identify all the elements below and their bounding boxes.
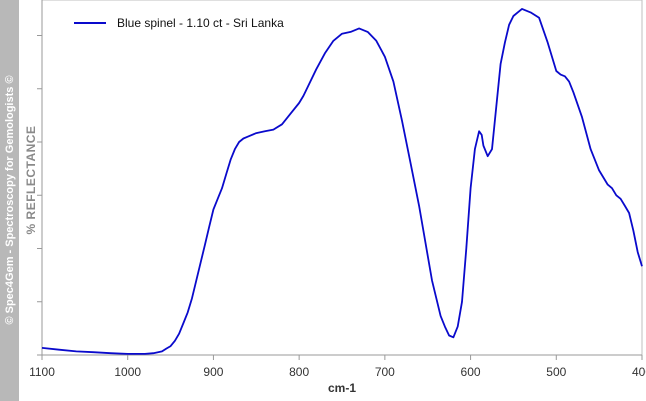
plot-frame [41, 0, 643, 356]
x-tick-label: 900 [203, 365, 223, 379]
x-tick-label: 700 [375, 365, 395, 379]
series-line-blue-spinel [41, 8, 643, 355]
x-ticks: 1100 1000 900 800 700 600 500 400 [29, 355, 646, 379]
y-ticks [37, 35, 42, 356]
x-tick-label: 400 [632, 365, 646, 379]
watermark-banner: © Spec4Gem - Spectroscopy for Gemologist… [0, 0, 19, 401]
legend: Blue spinel - 1.10 ct - Sri Lanka [74, 16, 284, 30]
x-tick-label: 800 [289, 365, 309, 379]
legend-label: Blue spinel - 1.10 ct - Sri Lanka [117, 16, 284, 30]
x-tick-label: 500 [546, 365, 566, 379]
x-tick-label: 1100 [29, 365, 55, 379]
x-axis-label: cm-1 [328, 381, 356, 395]
x-tick-label: 600 [461, 365, 481, 379]
x-tick-label: 1000 [114, 365, 141, 379]
